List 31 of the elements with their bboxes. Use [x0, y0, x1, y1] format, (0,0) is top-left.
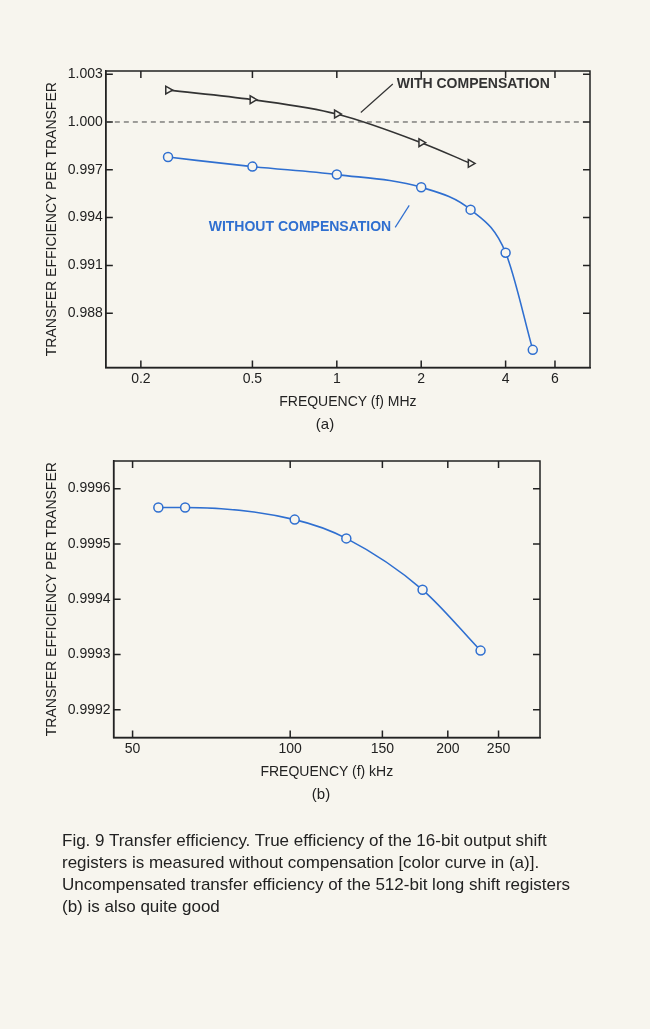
- x-axis-title: FREQUENCY (f) kHz: [260, 763, 394, 780]
- y-tick-label: 0.9994: [67, 590, 111, 607]
- x-tick-label: 250: [486, 739, 511, 756]
- y-tick-label: 1.003: [67, 65, 104, 82]
- text: (a): [314, 415, 336, 432]
- y-tick-label: 0.991: [67, 256, 104, 273]
- y-tick-label: 0.994: [67, 208, 104, 225]
- x-tick-label: 6: [551, 369, 560, 386]
- x-tick-label: 4: [501, 369, 510, 386]
- y-tick-label: 1.000: [67, 112, 104, 129]
- x-tick-label: 2: [417, 369, 426, 386]
- x-tick-label: 0.5: [242, 369, 263, 386]
- y-tick-label: 0.997: [67, 160, 104, 177]
- x-tick-label: 1: [332, 369, 341, 386]
- text: WITH COMPENSATION: [396, 74, 550, 91]
- text: (b): [310, 785, 332, 802]
- y-tick-label: 0.9993: [67, 645, 111, 662]
- x-tick-label: 0.2: [131, 369, 151, 386]
- text: WITHOUT COMPENSATION: [208, 218, 392, 235]
- x-tick-label: 150: [370, 739, 395, 756]
- y-tick-label: 0.988: [67, 304, 104, 321]
- y-tick-label: 0.9995: [67, 534, 111, 551]
- y-axis-title: TRANSFER EFFICIENCY PER TRANSFER: [43, 462, 60, 737]
- caption: Fig. 9 Transfer efficiency. True efficiency of the 16-bit output shift registers is measured without compensation [color curve in (a)]. Uncompensated transfer efficiency of the 512-bit long shift registers (b) is also quite good: [62, 830, 572, 918]
- x-tick-label: 100: [278, 739, 303, 756]
- y-axis-title: TRANSFER EFFICIENCY PER TRANSFER: [43, 82, 60, 357]
- y-tick-label: 0.9996: [67, 479, 111, 496]
- y-tick-label: 0.9992: [67, 700, 111, 717]
- x-tick-label: 50: [124, 739, 141, 756]
- x-tick-label: 200: [436, 739, 460, 756]
- x-axis-title: FREQUENCY (f) MHz: [279, 393, 417, 410]
